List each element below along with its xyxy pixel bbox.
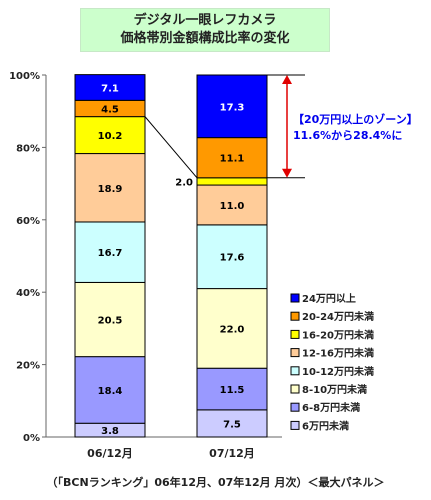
bar-segment [196, 409, 268, 438]
x-tick-label: 06/12月 [87, 447, 133, 460]
annotation-arrow-head-up [282, 75, 292, 84]
bar-segment [196, 74, 268, 139]
data-label: 3.8 [101, 426, 119, 437]
y-tick-label: 60% [16, 216, 40, 227]
bar-segment [74, 281, 146, 358]
bar-segment [196, 177, 268, 186]
legend-swatch [290, 348, 300, 358]
data-label: 7.5 [223, 419, 241, 430]
legend-swatch [290, 366, 300, 376]
y-tick-label: 80% [16, 143, 40, 154]
bar-segment [74, 74, 146, 101]
legend-label: 24万円以上 [302, 292, 356, 305]
legend-swatch [290, 402, 300, 412]
data-label: 17.6 [220, 253, 245, 264]
source-note: （「BCNランキング」06年12月、07年12月 月次）＜最大パネル＞ [46, 476, 385, 489]
bar-segment [74, 153, 146, 223]
y-tick-label: 0% [23, 433, 40, 444]
y-tick-label: 40% [16, 288, 40, 299]
legend-label: 16-20万円未満 [302, 328, 374, 341]
legend-label: 10-12万円未満 [302, 365, 374, 378]
legend-swatch [290, 329, 300, 339]
data-label: 11.0 [220, 201, 245, 212]
data-label: 7.1 [101, 83, 119, 94]
data-label: 16.7 [98, 248, 123, 259]
legend-swatch [290, 384, 300, 394]
legend-label: 20-24万円未満 [302, 310, 374, 323]
y-tick-label: 100% [9, 71, 40, 82]
data-label: 20.5 [98, 316, 123, 327]
chart-subtitle: 価格帯別金額構成比率の変化 [120, 31, 290, 46]
data-label: 17.3 [220, 102, 245, 113]
y-tick-label: 20% [16, 361, 40, 372]
bar-segment [196, 184, 268, 226]
data-label: 10.2 [98, 131, 123, 142]
legend-swatch [290, 293, 300, 303]
data-label: 11.1 [220, 154, 245, 165]
legend-label: 8-10万円未満 [302, 383, 367, 396]
bar-segment [196, 137, 268, 179]
bar-segment [74, 356, 146, 424]
bar-segment [74, 116, 146, 155]
data-label: 2.0 [175, 177, 193, 188]
bar-segment [74, 221, 146, 283]
legend-label: 6万円未満 [302, 419, 349, 432]
bar-segment [196, 224, 268, 290]
annotation-arrow-head-down [282, 168, 292, 178]
legend-swatch [290, 311, 300, 321]
connector-line [144, 116, 198, 179]
legend-label: 12-16万円未満 [302, 347, 374, 360]
legend-swatch [290, 420, 300, 430]
data-label: 18.9 [98, 184, 123, 195]
x-tick-label: 07/12月 [209, 447, 255, 460]
data-label: 11.5 [220, 385, 245, 396]
data-label: 4.5 [101, 104, 119, 115]
annotation-line-1: 【20万円以上のゾーン】 [293, 112, 418, 126]
chart-title-box: デジタル一眼レフカメラ 価格帯別金額構成比率の変化 [80, 8, 330, 52]
annotation-line-2: 11.6%から28.4%に [293, 129, 402, 142]
data-label: 22.0 [220, 324, 245, 335]
legend-label: 6-8万円未満 [302, 401, 360, 414]
chart-title: デジタル一眼レフカメラ [133, 13, 277, 28]
bar-segment [196, 367, 268, 411]
data-label: 18.4 [98, 386, 123, 397]
